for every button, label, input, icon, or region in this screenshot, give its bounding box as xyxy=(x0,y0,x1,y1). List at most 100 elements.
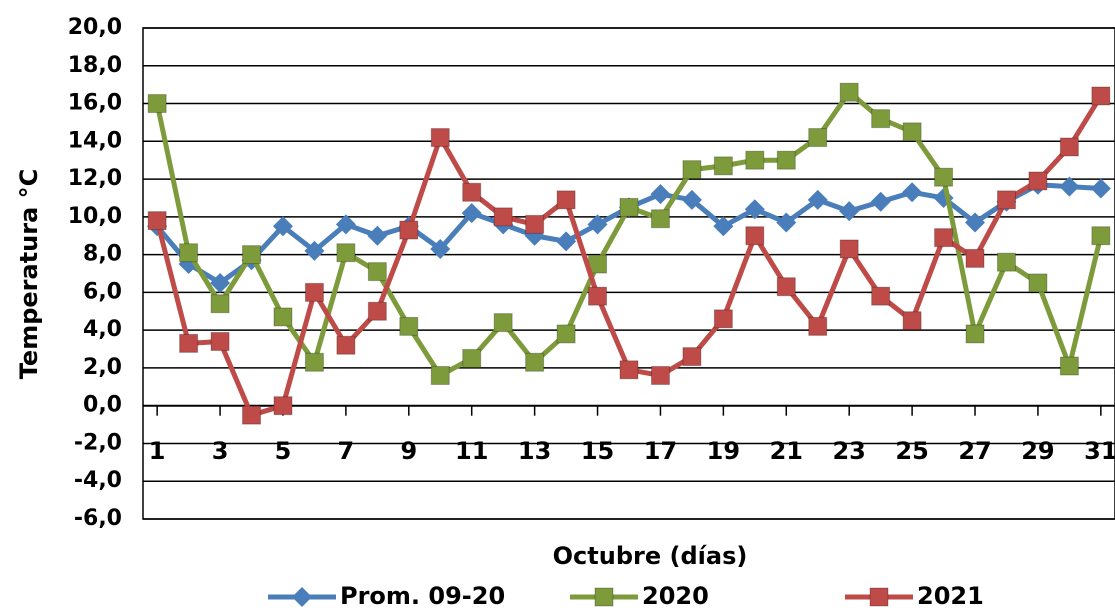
marker xyxy=(870,191,891,212)
marker xyxy=(776,150,796,170)
y-tick-label: 2,0 xyxy=(83,355,122,380)
marker xyxy=(273,307,293,327)
y-tick-label: 16,0 xyxy=(68,91,122,116)
x-tick-label: 11 xyxy=(455,437,488,465)
marker xyxy=(965,248,985,268)
y-tick-label: 18,0 xyxy=(68,53,122,78)
marker xyxy=(871,286,891,306)
marker xyxy=(179,333,199,353)
marker xyxy=(147,94,167,114)
marker xyxy=(430,365,450,385)
marker xyxy=(902,122,922,142)
marker xyxy=(336,335,356,355)
x-tick-label: 9 xyxy=(400,437,417,465)
plot-border xyxy=(142,27,1115,520)
x-tick-label: 19 xyxy=(707,437,740,465)
marker xyxy=(1091,86,1111,106)
legend-marker xyxy=(292,587,312,607)
marker xyxy=(367,262,387,282)
marker xyxy=(1059,356,1079,376)
marker xyxy=(681,189,702,210)
legend-marker xyxy=(594,587,614,607)
marker xyxy=(839,82,859,102)
marker xyxy=(525,214,545,234)
marker xyxy=(556,190,576,210)
marker xyxy=(179,243,199,263)
x-tick-label: 7 xyxy=(338,437,355,465)
y-tick-label: 8,0 xyxy=(83,242,122,267)
marker xyxy=(807,189,828,210)
marker xyxy=(713,156,733,176)
marker xyxy=(713,216,734,237)
marker xyxy=(242,245,262,265)
x-tick-label: 23 xyxy=(832,437,865,465)
marker xyxy=(619,197,639,217)
marker xyxy=(744,199,765,220)
marker xyxy=(273,396,293,416)
marker xyxy=(996,190,1016,210)
x-axis-title: Octubre (días) xyxy=(553,542,748,570)
marker xyxy=(650,184,671,205)
x-tick-label: 3 xyxy=(212,437,229,465)
marker xyxy=(461,203,482,224)
y-tick-label: 4,0 xyxy=(83,317,122,342)
marker xyxy=(682,160,702,180)
y-tick-label: 10,0 xyxy=(68,204,122,229)
marker xyxy=(304,240,325,261)
marker xyxy=(996,252,1016,272)
y-tick-label: -6,0 xyxy=(74,506,122,531)
legend-label: 2020 xyxy=(642,582,709,610)
x-tick-label: 1 xyxy=(149,437,166,465)
marker xyxy=(399,316,419,336)
marker xyxy=(808,316,828,336)
x-tick-label: 31 xyxy=(1084,437,1115,465)
marker xyxy=(839,201,860,222)
marker xyxy=(336,243,356,263)
marker xyxy=(934,228,954,248)
y-tick-label: -4,0 xyxy=(74,468,122,493)
y-tick-label: 0,0 xyxy=(83,393,122,418)
marker xyxy=(619,360,639,380)
x-tick-label: 21 xyxy=(770,437,803,465)
marker xyxy=(902,182,923,203)
y-tick-label: 12,0 xyxy=(68,166,122,191)
marker xyxy=(587,214,608,235)
marker xyxy=(430,238,451,259)
marker xyxy=(965,324,985,344)
marker xyxy=(808,128,828,148)
marker xyxy=(430,128,450,148)
marker xyxy=(871,109,891,129)
marker xyxy=(650,209,670,229)
series-line xyxy=(154,89,1104,378)
marker xyxy=(272,216,293,237)
marker xyxy=(713,309,733,329)
marker xyxy=(1028,273,1048,293)
marker xyxy=(210,294,230,314)
legend-marker xyxy=(869,587,889,607)
marker xyxy=(682,347,702,367)
marker xyxy=(304,282,324,302)
marker xyxy=(650,365,670,385)
x-tick-label: 13 xyxy=(518,437,551,465)
x-tick-label: 15 xyxy=(581,437,614,465)
x-tick-label: 5 xyxy=(275,437,292,465)
marker xyxy=(178,254,199,275)
marker xyxy=(1059,137,1079,157)
marker xyxy=(335,214,356,235)
y-tick-label: -2,0 xyxy=(74,430,122,455)
marker xyxy=(1091,226,1111,246)
marker xyxy=(304,352,324,372)
marker xyxy=(588,286,608,306)
marker xyxy=(525,352,545,372)
marker xyxy=(776,277,796,297)
marker xyxy=(367,225,388,246)
y-tick-label: 6,0 xyxy=(83,279,122,304)
y-tick-label: 20,0 xyxy=(68,15,122,40)
marker xyxy=(965,212,986,233)
marker xyxy=(210,331,230,351)
x-tick-label: 27 xyxy=(958,437,991,465)
legend-label: 2021 xyxy=(917,582,984,610)
marker xyxy=(210,272,231,293)
y-tick-label: 14,0 xyxy=(68,128,122,153)
